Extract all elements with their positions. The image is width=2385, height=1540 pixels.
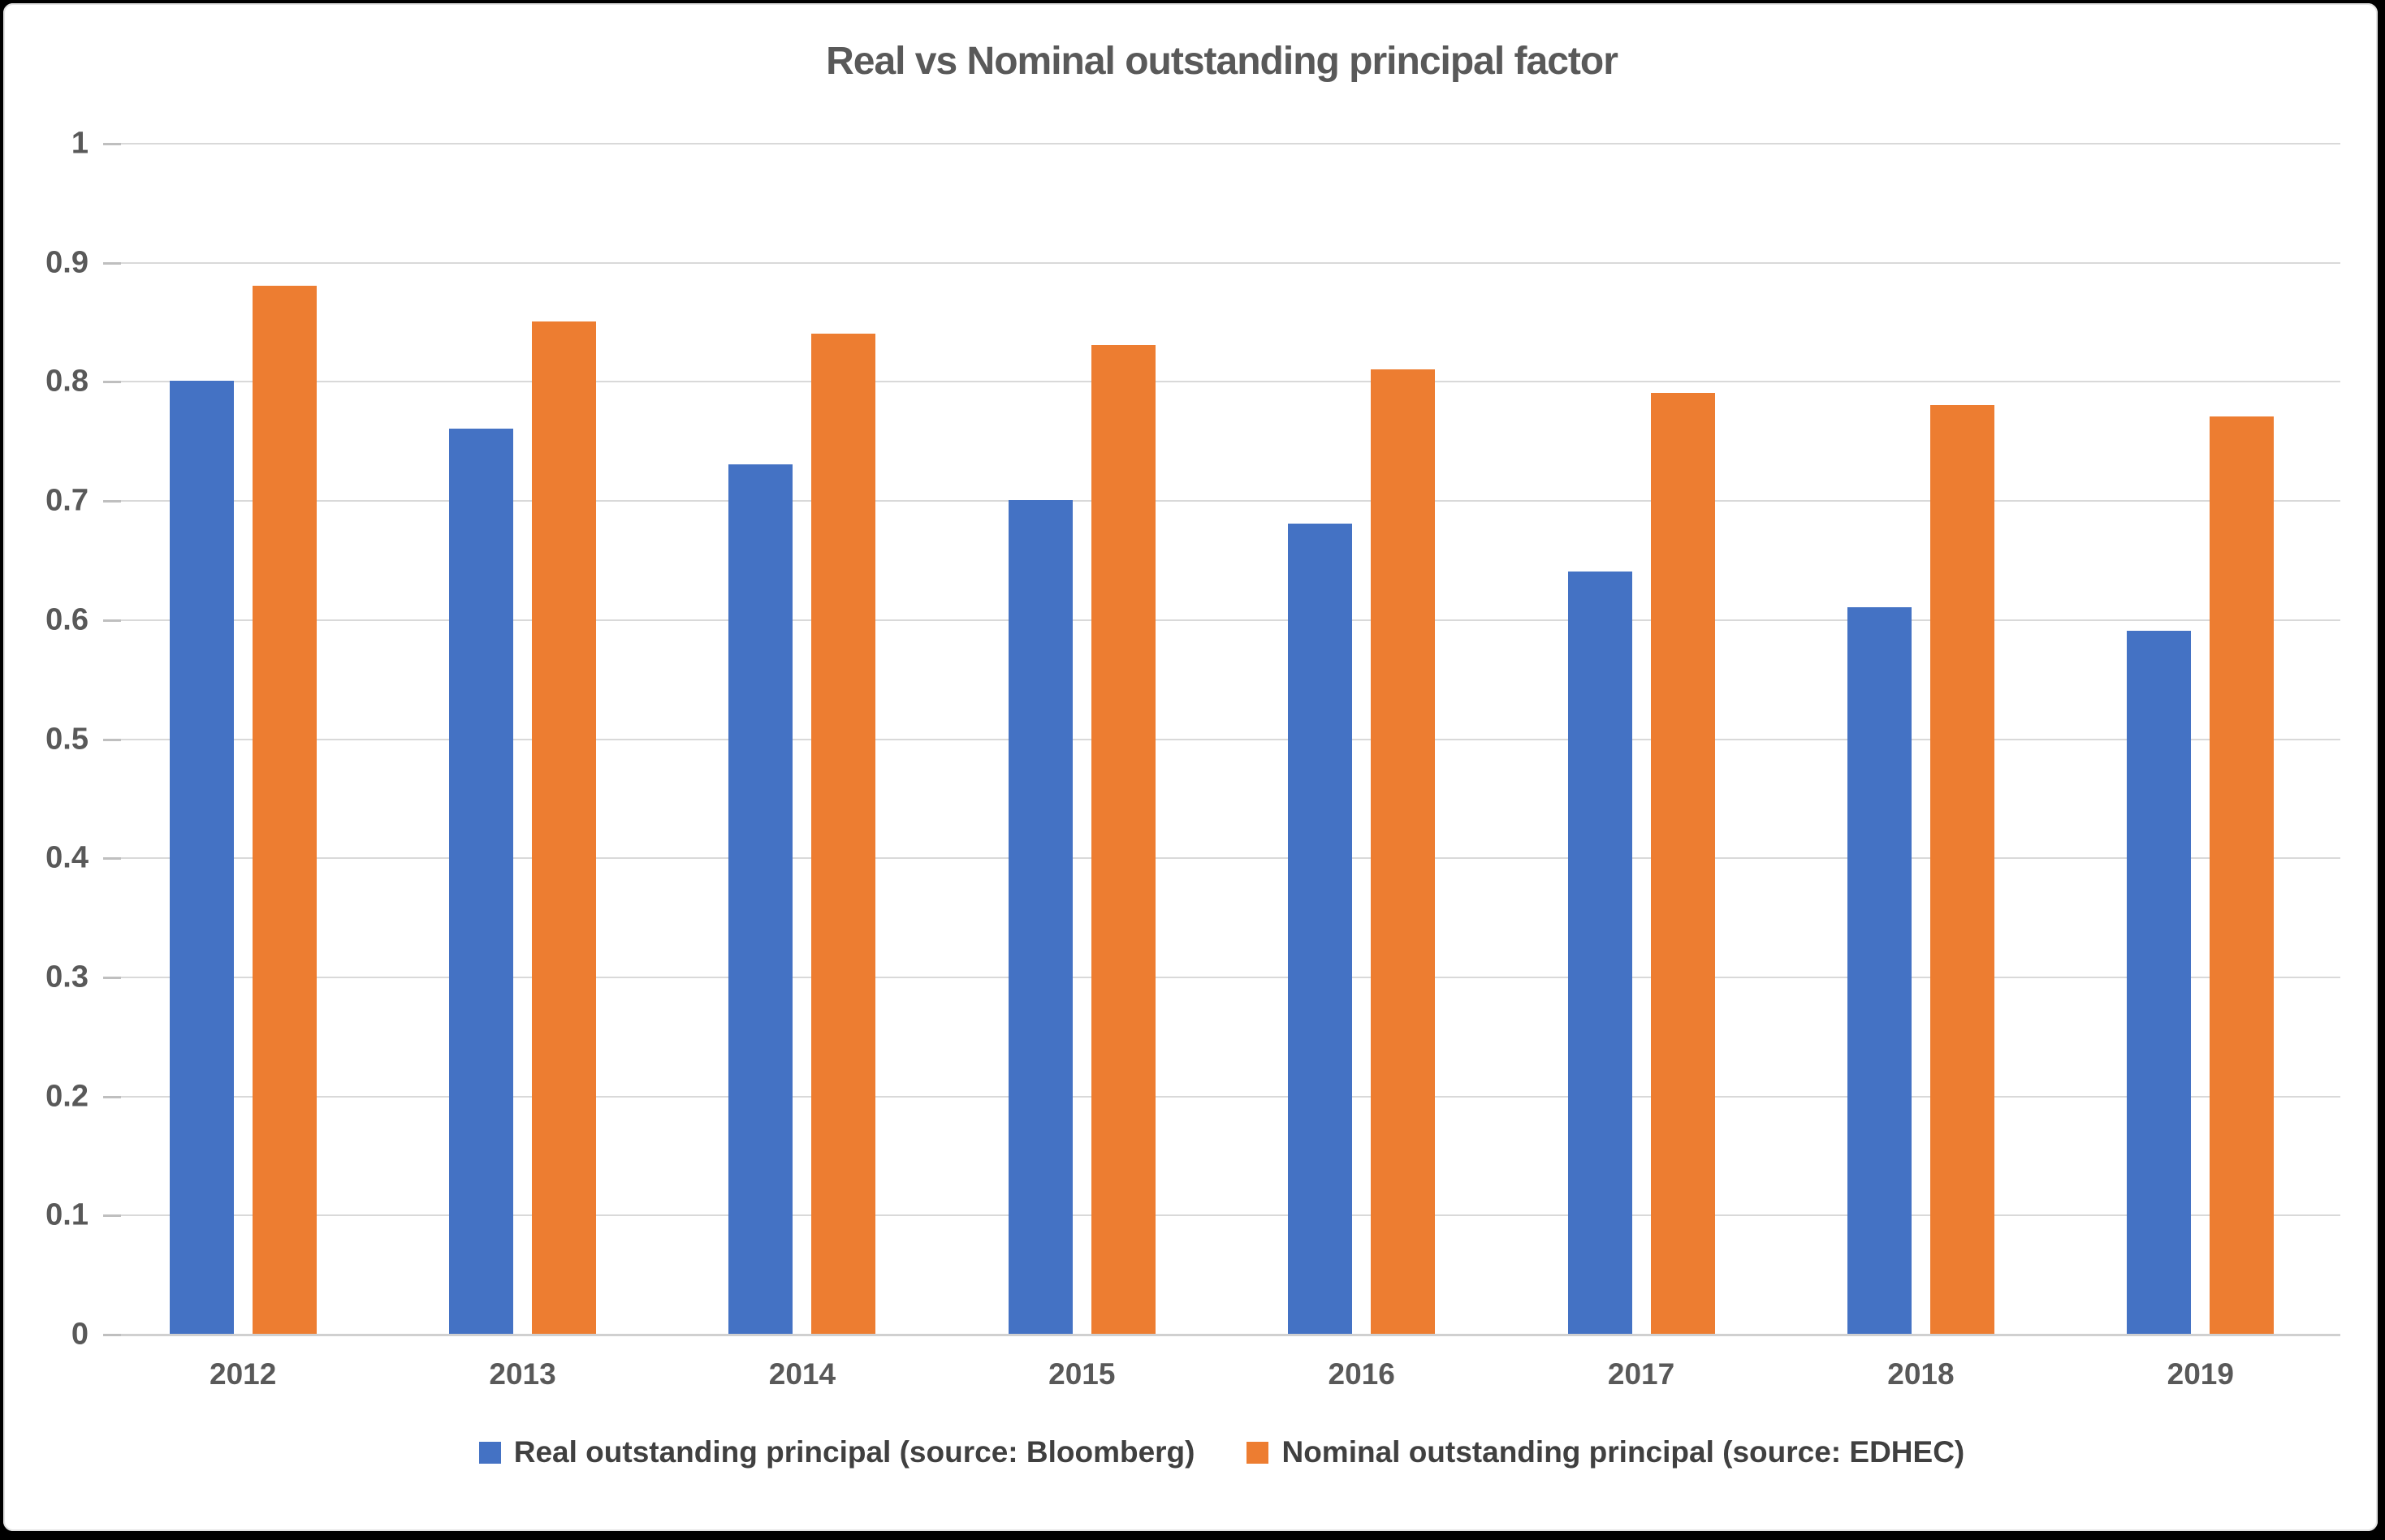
gridline-0.7 [103, 500, 2340, 503]
bar-nominal-2013 [532, 321, 597, 1334]
y-axis-labels: 1 0.9 0.8 0.7 0.6 0.5 0.4 0.3 0.2 0.1 0 [3, 127, 89, 1352]
y-tick-0 [103, 1334, 121, 1336]
y-axis-label-0.8: 0.8 [45, 364, 89, 399]
y-axis-label-0.7: 0.7 [45, 483, 89, 518]
gridline-0.3 [103, 976, 2340, 978]
bar-group-2013 [382, 143, 662, 1334]
gridline-0.6 [103, 619, 2340, 621]
legend: Real outstanding principal (source: Bloo… [103, 1435, 2340, 1469]
x-axis-label-2013: 2013 [489, 1357, 556, 1391]
y-tick-0.3 [103, 976, 121, 979]
bar-real-2014 [728, 464, 793, 1334]
gridline-0.2 [103, 1095, 2340, 1098]
gridline-0.9 [103, 261, 2340, 264]
y-tick-1 [103, 143, 121, 145]
gridline-0 [103, 1334, 2340, 1336]
bar-group-2012 [103, 143, 382, 1334]
bar-group-2016 [1222, 143, 1501, 1334]
bar-series-container [103, 143, 2340, 1334]
y-axis-label-0: 0 [71, 1317, 89, 1352]
bar-nominal-2019 [2210, 416, 2275, 1334]
bar-real-2016 [1288, 524, 1353, 1334]
gridline-0.8 [103, 381, 2340, 383]
x-axis-label-2017: 2017 [1607, 1357, 1675, 1391]
bar-group-2017 [1501, 143, 1781, 1334]
y-axis-label-0.5: 0.5 [45, 722, 89, 756]
bar-nominal-2018 [1929, 404, 1994, 1334]
bar-nominal-2014 [811, 333, 876, 1334]
x-axis-label-2016: 2016 [1328, 1357, 1395, 1391]
y-tick-0.6 [103, 619, 121, 622]
bar-group-2014 [663, 143, 942, 1334]
legend-label-real: Real outstanding principal (source: Bloo… [513, 1435, 1195, 1469]
plot-area [103, 143, 2340, 1336]
legend-item-nominal: Nominal outstanding principal (source: E… [1247, 1435, 1964, 1469]
bar-real-2017 [1567, 572, 1632, 1334]
x-axis-labels: 2012 2013 2014 2015 2016 2017 2018 2019 [103, 1357, 2340, 1391]
bar-nominal-2015 [1091, 345, 1156, 1334]
y-axis-label-0.9: 0.9 [45, 245, 89, 280]
x-axis-label-2019: 2019 [2167, 1357, 2234, 1391]
bar-real-2018 [1847, 607, 1912, 1334]
legend-swatch-real [478, 1441, 501, 1464]
y-axis-label-0.2: 0.2 [45, 1079, 89, 1114]
y-axis-label-0.4: 0.4 [45, 840, 89, 875]
y-tick-0.8 [103, 381, 121, 384]
gridline-0.4 [103, 857, 2340, 860]
bar-nominal-2016 [1371, 369, 1436, 1334]
legend-label-nominal: Nominal outstanding principal (source: E… [1281, 1435, 1965, 1469]
bar-real-2015 [1008, 500, 1073, 1334]
legend-item-real: Real outstanding principal (source: Bloo… [478, 1435, 1195, 1469]
x-axis-label-2015: 2015 [1048, 1357, 1116, 1391]
gridline-1 [103, 143, 2340, 145]
y-axis-label-0.3: 0.3 [45, 960, 89, 994]
gridline-0.5 [103, 738, 2340, 740]
bar-real-2012 [169, 381, 234, 1334]
bar-group-2019 [2061, 143, 2340, 1334]
chart-title: Real vs Nominal outstanding principal fa… [826, 40, 1618, 83]
chart-canvas: Real vs Nominal outstanding principal fa… [3, 3, 2378, 1531]
y-axis-label-0.1: 0.1 [45, 1197, 89, 1232]
bar-group-2015 [942, 143, 1221, 1334]
y-tick-0.9 [103, 261, 121, 265]
legend-swatch-nominal [1247, 1441, 1269, 1464]
y-tick-0.2 [103, 1095, 121, 1098]
bar-real-2019 [2127, 631, 2192, 1334]
bar-nominal-2017 [1650, 393, 1715, 1334]
y-tick-0.5 [103, 738, 121, 741]
y-axis-label-1: 1 [71, 126, 89, 161]
bar-real-2013 [449, 429, 514, 1334]
bar-group-2018 [1781, 143, 2060, 1334]
y-axis-label-0.6: 0.6 [45, 602, 89, 637]
x-axis-label-2012: 2012 [210, 1357, 277, 1391]
x-axis-label-2014: 2014 [768, 1357, 836, 1391]
y-tick-0.4 [103, 857, 121, 861]
y-tick-0.1 [103, 1214, 121, 1218]
gridline-0.1 [103, 1214, 2340, 1217]
bar-nominal-2012 [252, 286, 317, 1334]
y-tick-0.7 [103, 500, 121, 503]
x-axis-label-2018: 2018 [1887, 1357, 1955, 1391]
